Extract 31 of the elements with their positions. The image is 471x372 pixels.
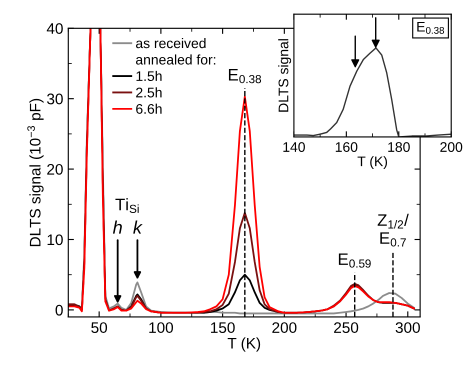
legend-label: 6.6h — [136, 104, 162, 114]
x-axis-title: T (K) — [228, 337, 260, 352]
annotation: E$_{0.38}$ — [228, 68, 262, 84]
legend-label: 1.5h — [136, 70, 162, 82]
x-tick-label: 180 — [388, 142, 410, 152]
y-tick-label: 40 — [46, 23, 63, 34]
annotation: h — [112, 220, 122, 234]
y-axis-title: DLTS signal (10$^{−3}$ pF) — [27, 98, 44, 246]
x-tick-label: 50 — [91, 322, 108, 334]
annotation: E$_{0.59}$ — [338, 253, 371, 268]
y-axis-title: DLTS signal — [278, 39, 292, 112]
legend-label: as received — [136, 38, 206, 48]
legend-label: 2.5h — [136, 87, 162, 98]
x-tick-label: 200 — [272, 322, 296, 334]
x-tick-label: 300 — [396, 322, 420, 334]
y-tick-label: 10 — [48, 234, 63, 246]
y-tick-label: 30 — [47, 94, 63, 104]
x-tick-label: 200 — [440, 142, 462, 152]
x-tick-label: 150 — [211, 322, 235, 334]
x-tick-label: 140 — [283, 142, 305, 152]
x-tick-label: 100 — [149, 322, 174, 334]
legend-title: annealed for: — [136, 54, 216, 65]
annotation: E$_{0.38}$ — [417, 22, 444, 34]
x-tick-label: 250 — [334, 322, 358, 334]
annotation: Z$_{1/2}$/ E$_{0.7}$ — [378, 214, 409, 247]
x-tick-label: 160 — [336, 142, 358, 152]
x-axis-title: T (K) — [358, 156, 388, 170]
annotation: Ti$_{Si}$ — [115, 198, 139, 213]
y-tick-label: 0 — [56, 304, 63, 316]
y-tick-label: 20 — [47, 164, 63, 175]
annotation: k — [133, 220, 143, 234]
